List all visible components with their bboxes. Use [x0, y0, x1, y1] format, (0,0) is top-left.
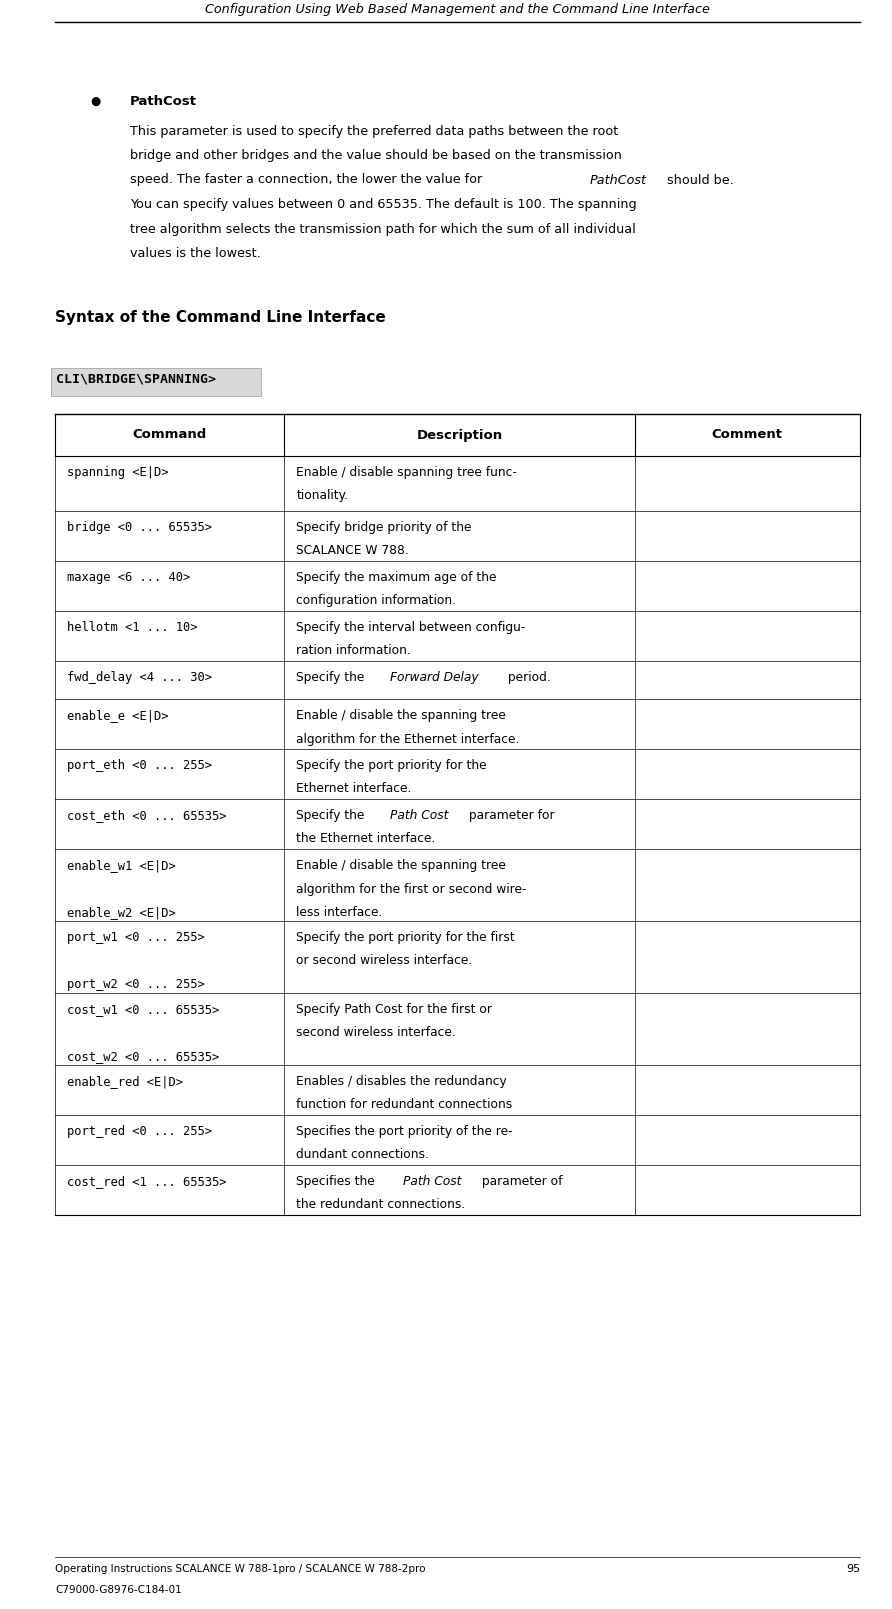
Text: port_w2 <0 ... 255>: port_w2 <0 ... 255>	[67, 978, 205, 991]
Text: C79000-G8976-C184-01: C79000-G8976-C184-01	[55, 1585, 182, 1595]
Text: algorithm for the Ethernet interface.: algorithm for the Ethernet interface.	[296, 732, 520, 745]
Text: cost_red <1 ... 65535>: cost_red <1 ... 65535>	[67, 1175, 227, 1187]
Text: fwd_delay <4 ... 30>: fwd_delay <4 ... 30>	[67, 671, 212, 684]
FancyBboxPatch shape	[55, 993, 860, 1065]
Text: function for redundant connections: function for redundant connections	[296, 1099, 513, 1112]
Text: maxage <6 ... 40>: maxage <6 ... 40>	[67, 571, 190, 584]
Text: SCALANCE W 788.: SCALANCE W 788.	[296, 544, 409, 557]
Text: enable_w2 <E|D>: enable_w2 <E|D>	[67, 906, 176, 919]
FancyBboxPatch shape	[55, 611, 860, 661]
Text: Specify the interval between configu-: Specify the interval between configu-	[296, 621, 525, 634]
Text: bridge <0 ... 65535>: bridge <0 ... 65535>	[67, 521, 212, 534]
Text: PathCost: PathCost	[590, 174, 647, 187]
Text: Command: Command	[133, 428, 207, 441]
Text: Specify the: Specify the	[296, 671, 368, 684]
Text: period.: period.	[504, 671, 550, 684]
Text: This parameter is used to specify the preferred data paths between the root: This parameter is used to specify the pr…	[130, 124, 618, 137]
FancyBboxPatch shape	[55, 562, 860, 611]
Text: 95: 95	[846, 1564, 860, 1574]
Text: Path Cost: Path Cost	[390, 809, 448, 822]
Text: port_eth <0 ... 255>: port_eth <0 ... 255>	[67, 759, 212, 772]
Text: ration information.: ration information.	[296, 645, 411, 658]
Text: parameter of: parameter of	[478, 1175, 563, 1187]
FancyBboxPatch shape	[55, 920, 860, 993]
Text: Operating Instructions SCALANCE W 788-1pro / SCALANCE W 788-2pro: Operating Instructions SCALANCE W 788-1p…	[55, 1564, 425, 1574]
FancyBboxPatch shape	[55, 661, 860, 698]
Text: Enable / disable spanning tree func-: Enable / disable spanning tree func-	[296, 467, 517, 479]
Text: configuration information.: configuration information.	[296, 594, 457, 608]
FancyBboxPatch shape	[55, 455, 860, 512]
Text: dundant connections.: dundant connections.	[296, 1149, 429, 1162]
Text: Forward Delay: Forward Delay	[390, 671, 478, 684]
Text: algorithm for the first or second wire-: algorithm for the first or second wire-	[296, 882, 527, 896]
Text: the redundant connections.: the redundant connections.	[296, 1199, 466, 1212]
Text: port_red <0 ... 255>: port_red <0 ... 255>	[67, 1125, 212, 1138]
Text: enable_w1 <E|D>: enable_w1 <E|D>	[67, 859, 176, 872]
Text: Specify the port priority for the: Specify the port priority for the	[296, 759, 487, 772]
Text: Description: Description	[417, 428, 502, 441]
Text: Ethernet interface.: Ethernet interface.	[296, 782, 412, 795]
Text: Path Cost: Path Cost	[403, 1175, 461, 1187]
Text: or second wireless interface.: or second wireless interface.	[296, 954, 473, 967]
Text: Specify the maximum age of the: Specify the maximum age of the	[296, 571, 497, 584]
Text: tree algorithm selects the transmission path for which the sum of all individual: tree algorithm selects the transmission …	[130, 222, 636, 235]
Text: less interface.: less interface.	[296, 906, 383, 919]
Text: cost_eth <0 ... 65535>: cost_eth <0 ... 65535>	[67, 809, 227, 822]
FancyBboxPatch shape	[55, 1165, 860, 1215]
Text: tionality.: tionality.	[296, 489, 349, 502]
Text: Specifies the port priority of the re-: Specifies the port priority of the re-	[296, 1125, 513, 1138]
Text: Enable / disable the spanning tree: Enable / disable the spanning tree	[296, 710, 507, 722]
Text: You can specify values between 0 and 65535. The default is 100. The spanning: You can specify values between 0 and 655…	[130, 198, 637, 211]
Text: Specify bridge priority of the: Specify bridge priority of the	[296, 521, 472, 534]
Text: Enable / disable the spanning tree: Enable / disable the spanning tree	[296, 859, 507, 872]
Text: enable_red <E|D>: enable_red <E|D>	[67, 1075, 183, 1088]
FancyBboxPatch shape	[55, 414, 860, 455]
Text: spanning <E|D>: spanning <E|D>	[67, 467, 169, 479]
Text: enable_e <E|D>: enable_e <E|D>	[67, 710, 169, 722]
Text: second wireless interface.: second wireless interface.	[296, 1027, 456, 1039]
Text: Enables / disables the redundancy: Enables / disables the redundancy	[296, 1075, 508, 1088]
Text: port_w1 <0 ... 255>: port_w1 <0 ... 255>	[67, 932, 205, 944]
Text: should be.: should be.	[664, 174, 734, 187]
Text: Syntax of the Command Line Interface: Syntax of the Command Line Interface	[55, 311, 385, 325]
Text: Configuration Using Web Based Management and the Command Line Interface: Configuration Using Web Based Management…	[205, 3, 710, 16]
Text: Specify the port priority for the first: Specify the port priority for the first	[296, 932, 516, 944]
Text: Specifies the: Specifies the	[296, 1175, 379, 1187]
FancyBboxPatch shape	[55, 1065, 860, 1115]
Text: PathCost: PathCost	[130, 95, 197, 108]
FancyBboxPatch shape	[55, 1115, 860, 1165]
Text: Specify the: Specify the	[296, 809, 368, 822]
Text: values is the lowest.: values is the lowest.	[130, 248, 260, 261]
FancyBboxPatch shape	[51, 368, 261, 396]
Text: cost_w2 <0 ... 65535>: cost_w2 <0 ... 65535>	[67, 1051, 219, 1064]
Text: cost_w1 <0 ... 65535>: cost_w1 <0 ... 65535>	[67, 1002, 219, 1015]
Text: bridge and other bridges and the value should be based on the transmission: bridge and other bridges and the value s…	[130, 150, 622, 163]
Text: Comment: Comment	[712, 428, 783, 441]
Text: hellotm <1 ... 10>: hellotm <1 ... 10>	[67, 621, 197, 634]
Text: speed. The faster a connection, the lower the value for: speed. The faster a connection, the lowe…	[130, 174, 486, 187]
Text: ●: ●	[90, 95, 100, 108]
FancyBboxPatch shape	[55, 850, 860, 920]
FancyBboxPatch shape	[55, 750, 860, 800]
FancyBboxPatch shape	[55, 800, 860, 850]
FancyBboxPatch shape	[55, 698, 860, 750]
Text: parameter for: parameter for	[465, 809, 555, 822]
FancyBboxPatch shape	[55, 512, 860, 562]
Text: Specify Path Cost for the first or: Specify Path Cost for the first or	[296, 1002, 492, 1015]
Text: the Ethernet interface.: the Ethernet interface.	[296, 832, 436, 845]
Text: CLI\BRIDGE\SPANNING>: CLI\BRIDGE\SPANNING>	[56, 373, 216, 386]
